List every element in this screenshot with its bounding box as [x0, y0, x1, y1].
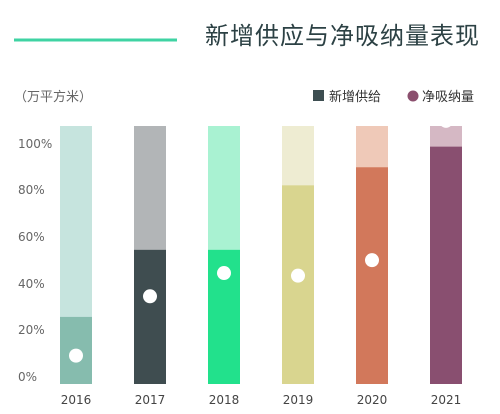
- bar-supply-2019: [282, 185, 314, 384]
- absorption-markers: [69, 113, 453, 363]
- x-tick-label: 2019: [283, 393, 314, 407]
- absorption-point-2019: [291, 268, 305, 283]
- y-tick-label: 0%: [18, 370, 37, 384]
- legend-label-supply: 新增供给: [329, 89, 381, 105]
- x-tick-label: 2021: [431, 393, 462, 407]
- absorption-point-2018: [217, 266, 231, 281]
- y-tick-label: 60%: [18, 230, 45, 244]
- absorption-point-2021: [439, 113, 453, 128]
- y-axis: 100% 80% 60% 40% 20% 0%: [18, 137, 52, 384]
- bar-supply-2021: [430, 146, 462, 384]
- x-axis: 2016 2017 2018 2019 2020 2021: [61, 393, 462, 407]
- x-tick-label: 2020: [357, 393, 388, 407]
- x-tick-label: 2016: [61, 393, 92, 407]
- chart-title: 新增供应与净吸纳量表现: [205, 22, 480, 50]
- legend-swatch-absorption: [407, 90, 419, 102]
- legend-label-absorption: 净吸纳量: [422, 90, 474, 105]
- absorption-point-2020: [365, 253, 379, 268]
- y-tick-label: 100%: [18, 137, 52, 151]
- legend: 新增供给 净吸纳量: [313, 89, 474, 105]
- y-tick-label: 20%: [18, 323, 45, 337]
- bars: [60, 126, 462, 384]
- absorption-point-2016: [69, 348, 83, 363]
- y-tick-label: 80%: [18, 183, 45, 197]
- absorption-point-2017: [143, 289, 157, 304]
- unit-label: （万平方米）: [14, 89, 92, 105]
- y-tick-label: 40%: [18, 277, 45, 291]
- x-tick-label: 2017: [135, 393, 166, 407]
- x-tick-label: 2018: [209, 393, 240, 407]
- bar-supply-2020: [356, 167, 388, 384]
- legend-swatch-supply: [313, 90, 324, 101]
- bar-supply-2017: [134, 249, 166, 384]
